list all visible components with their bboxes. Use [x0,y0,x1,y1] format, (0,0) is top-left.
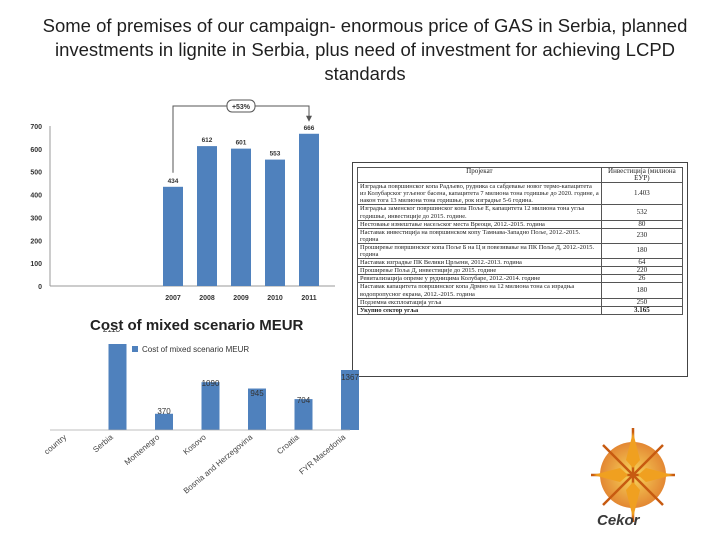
increase-label: +53% [232,104,251,111]
table-cell-investment: 532 [600,204,684,221]
data-label: 434 [168,178,179,185]
data-label: 370 [157,407,171,416]
table-row: Проширење Поља Д, инвестиције до 2015. г… [357,266,684,276]
x-tick-label: Serbia [91,432,115,454]
table-cell-investment: 3.165 [600,305,684,315]
y-tick-label: 700 [30,124,42,131]
y-tick-label: 0 [38,284,42,291]
logo-text: Cekor [597,512,640,529]
table-row: Наставак изградње ПК Велики Црљени, 2012… [357,258,684,268]
table-cell-investment: 1.403 [600,182,684,206]
mixed-scenario-chart: Cost of mixed scenario MEUR 2113 370 1090 9… [42,330,360,496]
table-row: Нестовање измештање насељског места Врео… [357,219,684,229]
bar [108,344,127,430]
data-label: 1367 [341,373,359,382]
table-cell-investment: 230 [600,227,684,244]
table-row: Ревитализација опреме у рудницима Колуба… [357,274,684,284]
table-cell-investment: 180 [600,242,684,260]
table-cell-project: Укупно сектор угља [357,305,602,315]
y-axis: 0 100 200 300 400 500 600 700 [30,124,335,291]
table-cell-project: Ревитализација опреме у рудницима Колуба… [357,274,602,284]
bar [155,413,173,430]
bar [163,186,183,286]
data-labels: 2113 370 1090 945 704 1367 [103,330,360,416]
table-row: Подземна експлоатација угља 250 [357,297,684,307]
data-label: 2113 [103,330,121,334]
x-tick-label: Kosovo [182,432,209,456]
data-label: 704 [297,396,311,405]
gas-price-chart: 0 100 200 300 400 500 600 700 434 612 601 553 666 2… [30,99,335,302]
x-tick-label: FYR Macedonia [298,432,348,476]
table-cell-investment: 250 [600,297,684,307]
bar [201,382,220,430]
y-tick-label: 100 [30,261,42,268]
x-tick-label: Croatia [275,432,301,456]
table-header-investment: Инвестиција (милиона ЕУР) [600,166,684,184]
x-tick-label: 2007 [165,295,181,302]
table-cell-project: Нестовање измештање насељског места Врео… [357,219,602,229]
cekor-logo [591,428,675,522]
table-row: Изградња површинског копа Радљево, рудни… [357,182,684,206]
data-label: 553 [270,151,281,158]
mixed-chart-title: Cost of mixed scenario MEUR [90,317,304,334]
bar [294,399,313,430]
data-labels: 434 612 601 553 666 [168,125,315,185]
slide-title: Some of premises of our campaign- enormo… [42,15,688,84]
legend: Cost of mixed scenario MEUR [132,345,249,354]
table-cell-project: Подземна експлоатација угља [357,297,602,307]
table-cell-investment: 26 [600,274,684,284]
table-row: Наставак капацитета површинског копа Дрм… [357,282,684,299]
bar [265,159,285,286]
table-row: Проширење површинског копа Поље Б на Ц и… [357,242,684,260]
x-tick-label: 2010 [267,295,283,302]
x-tick-label: 2011 [301,295,316,302]
table-cell-investment: 80 [600,219,684,229]
bar [248,388,266,430]
y-tick-label: 200 [30,238,42,245]
legend-label: Cost of mixed scenario MEUR [142,345,249,354]
bracket-arrow [306,115,312,122]
x-tick-labels: 2007 2008 2009 2010 2011 [165,295,316,302]
x-tick-label: 2009 [233,295,249,302]
y-tick-label: 300 [30,215,42,222]
table-cell-project: Наставак капацитета површинског копа Дрм… [357,282,602,299]
legend-swatch [132,346,138,352]
data-label: 666 [304,125,315,132]
table-header-project: Пројекат [357,166,602,184]
table-cell-project: Наставак инвестиција на површинском копу… [357,227,602,244]
data-label: 601 [236,140,247,147]
x-tick-label: country [42,433,68,457]
table-cell-project: Изградња површинског копа Радљево, рудни… [357,182,602,206]
x-tick-label: 2008 [199,295,215,302]
bar [231,148,251,286]
y-tick-label: 600 [30,147,42,154]
table-row: Укупно сектор угља 3.165 [357,305,684,315]
data-label: 1090 [202,379,220,388]
investment-table: Пројекат Инвестиција (милиона ЕУР) Изгра… [352,162,688,377]
bar [299,133,319,286]
data-label: 612 [202,137,213,144]
y-tick-label: 500 [30,170,42,177]
table-cell-project: Проширење Поља Д, инвестиције до 2015. г… [357,266,602,276]
table-cell-investment: 180 [600,282,684,299]
increase-badge [226,99,256,113]
table-row: Изградња заменског површинског копа Поље… [357,204,684,221]
table-cell-project: Проширење површинског копа Поље Б на Ц и… [357,242,602,260]
data-label: 945 [250,389,264,398]
table-cell-project: Изградња заменског површинског копа Поље… [357,204,602,221]
increase-bracket: +53% [172,99,312,173]
y-tick-label: 400 [30,193,42,200]
bars [50,344,359,431]
bars [163,133,319,286]
bar [197,146,217,286]
table-row: Наставак инвестиција на површинском копу… [357,227,684,244]
x-tick-label: Montenegro [123,432,162,467]
table-cell-project: Наставак изградње ПК Велики Црљени, 2012… [357,258,602,268]
bar [341,370,359,430]
